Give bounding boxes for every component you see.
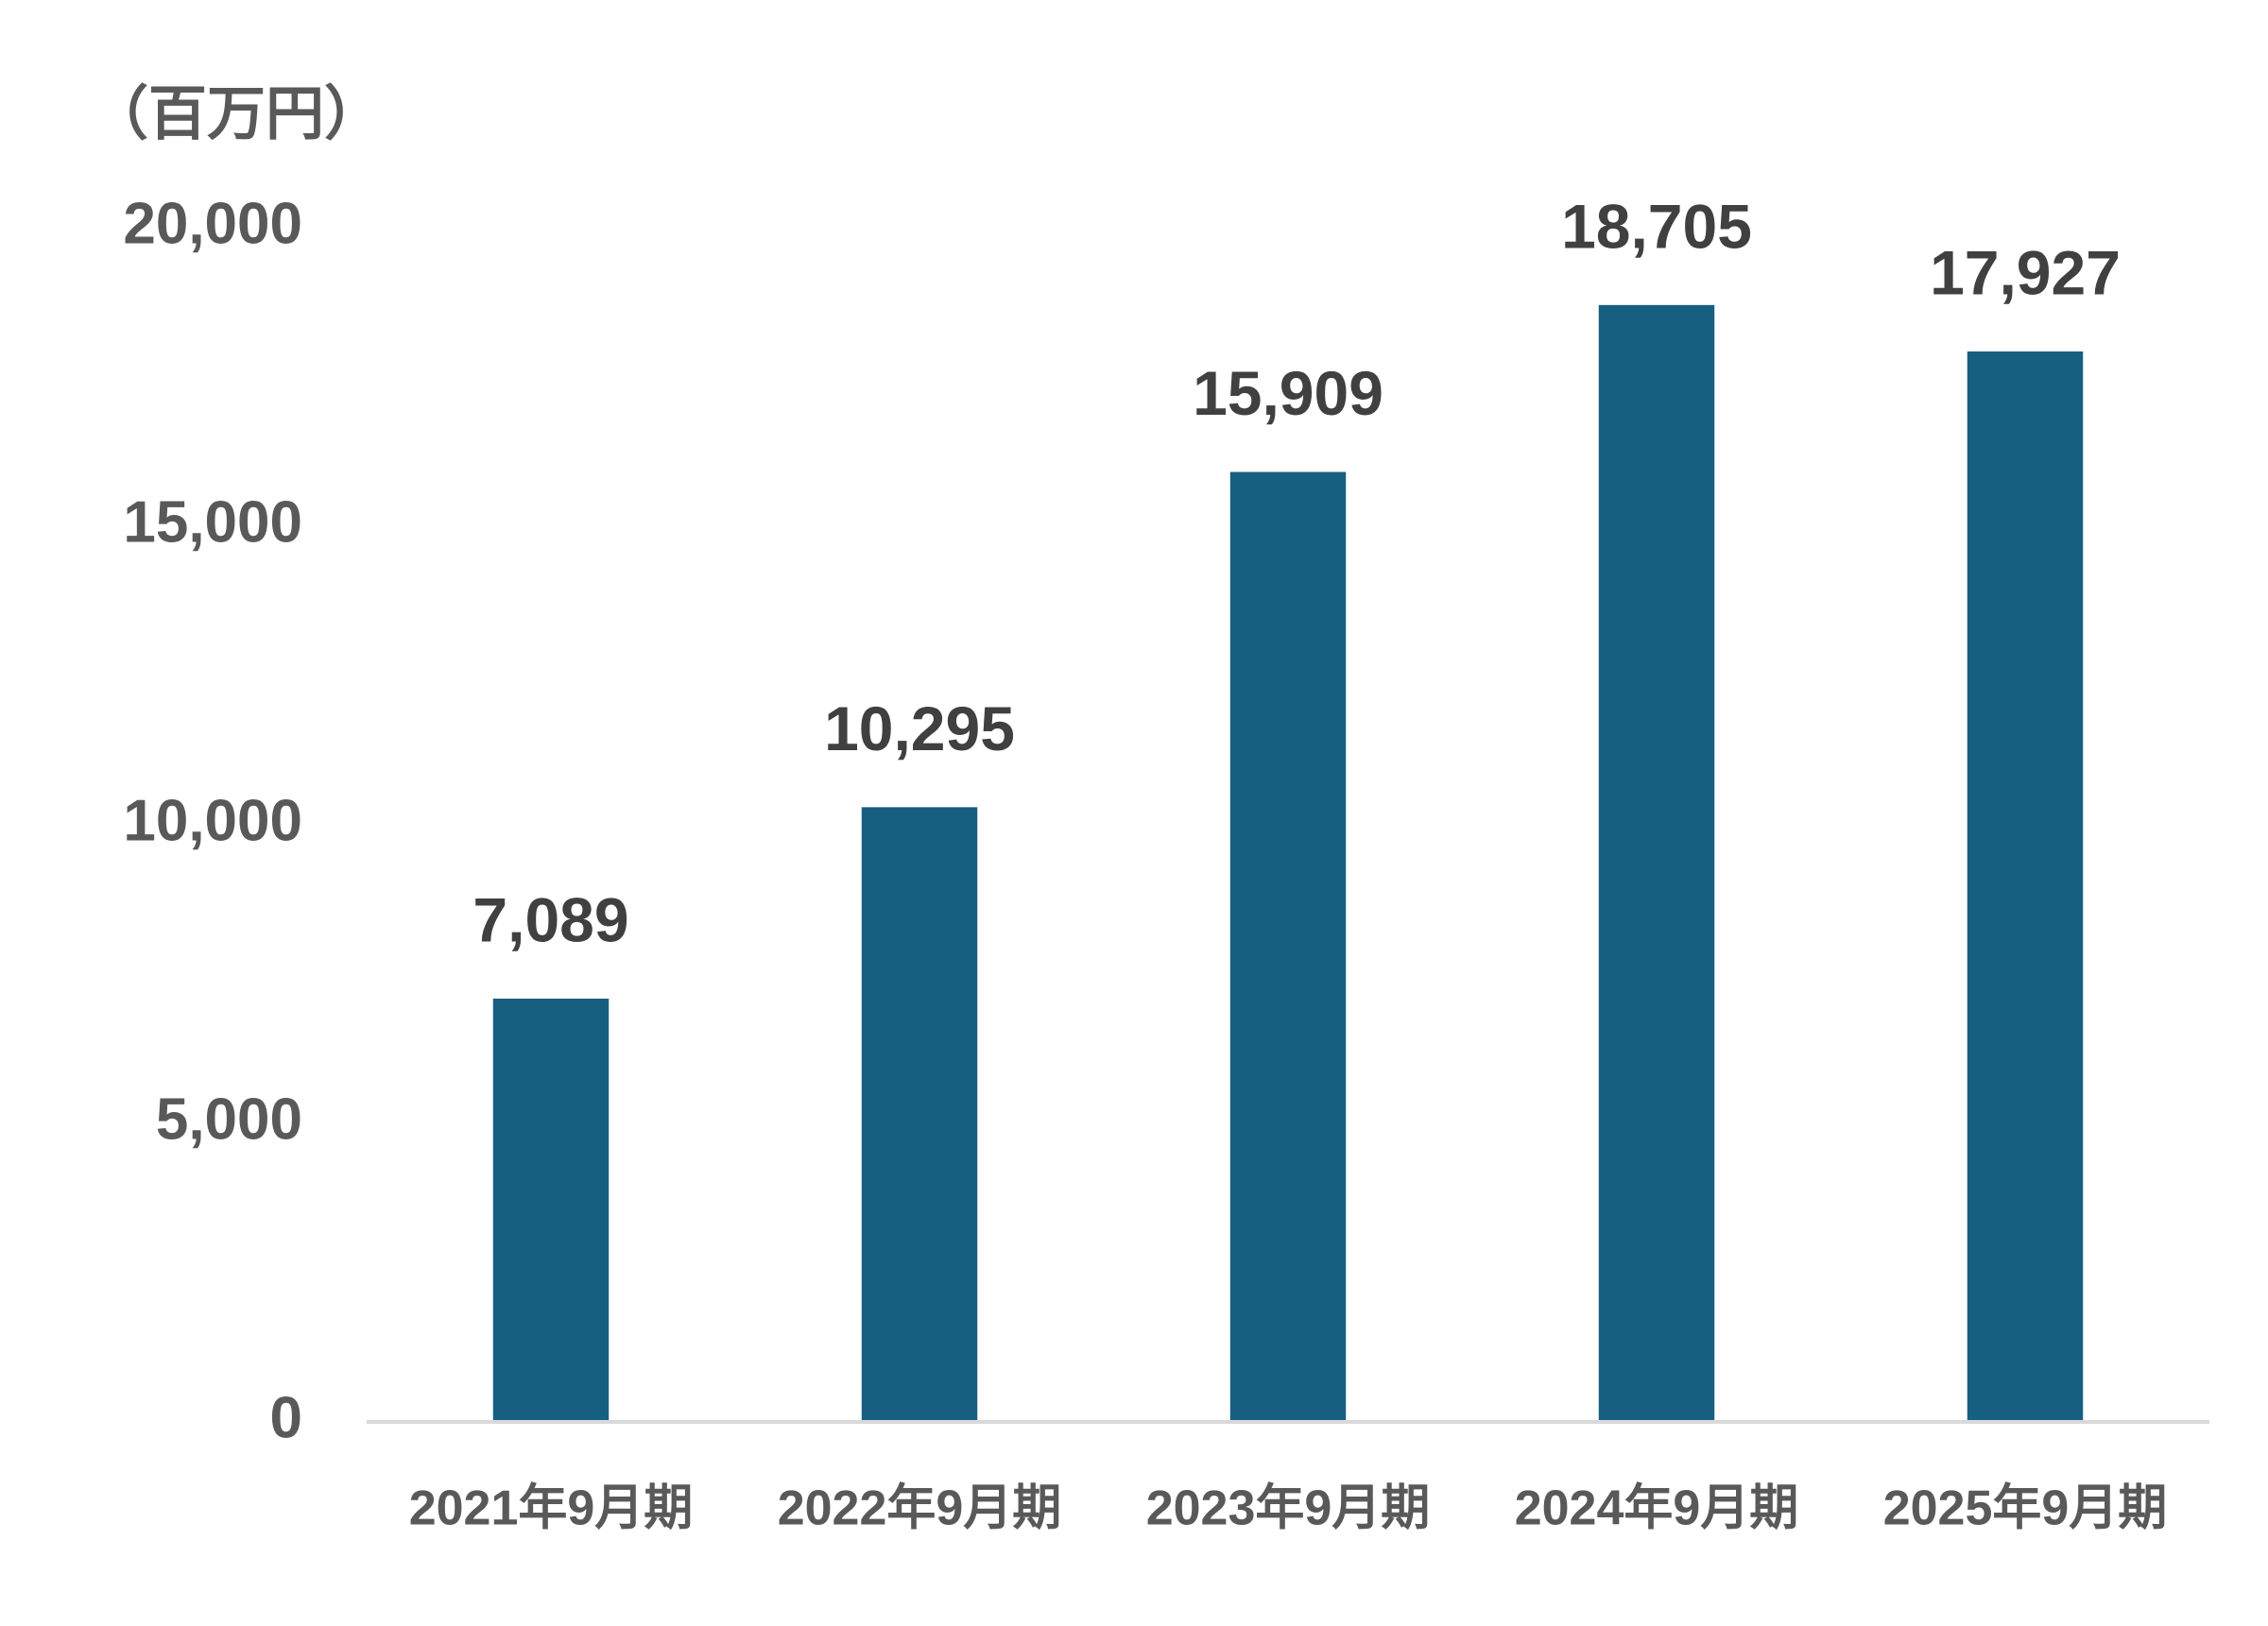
y-tick-label: 10,000	[123, 788, 302, 853]
bar	[1967, 351, 2084, 1422]
bar	[492, 998, 610, 1422]
bar	[1598, 304, 1715, 1422]
value-label: 15,909	[1193, 358, 1383, 428]
x-tick-label: 2024年9月期	[1515, 1481, 1799, 1536]
y-tick-label: 15,000	[123, 489, 302, 555]
x-tick-label: 2025年9月期	[1883, 1481, 2168, 1536]
y-tick-label: 0	[270, 1385, 302, 1450]
y-axis-label: （百万円）	[90, 80, 383, 146]
x-tick-label: 2022年9月期	[778, 1481, 1062, 1536]
y-tick-label: 5,000	[156, 1087, 302, 1152]
x-tick-label: 2023年9月期	[1146, 1481, 1431, 1536]
bar	[861, 807, 978, 1422]
value-label: 17,927	[1930, 237, 2121, 307]
value-label: 10,295	[824, 693, 1015, 763]
bar	[1229, 471, 1347, 1422]
y-tick-label: 20,000	[123, 191, 302, 256]
x-tick-label: 2021年9月期	[409, 1481, 694, 1536]
value-label: 7,089	[472, 884, 628, 954]
value-label: 18,705	[1561, 191, 1752, 261]
